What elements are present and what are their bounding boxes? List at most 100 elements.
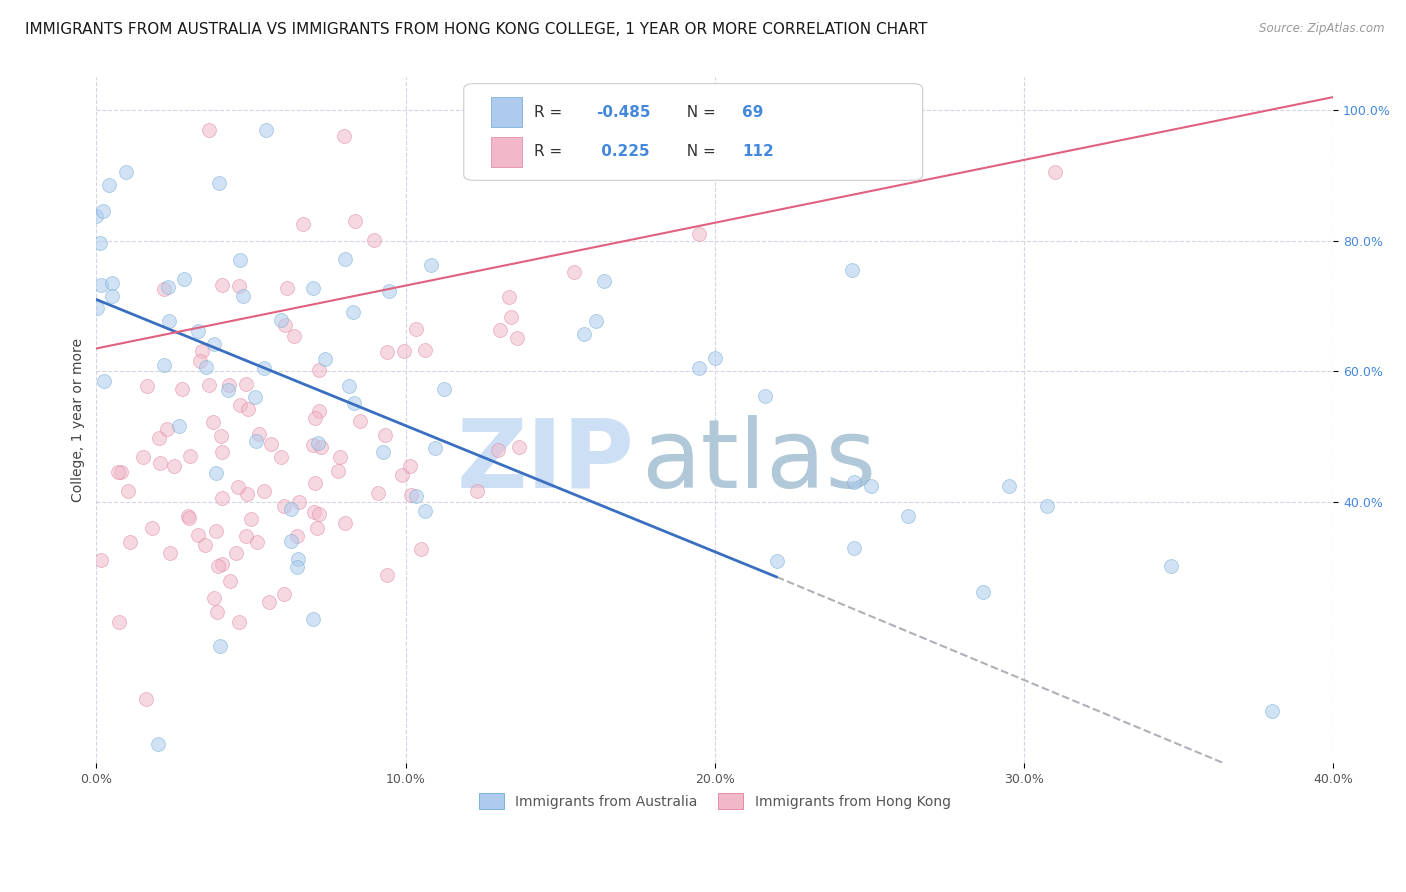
Point	[405, 322, 427, 336]
Point	[703, 351, 725, 366]
Point	[498, 289, 520, 303]
Point	[170, 382, 193, 396]
Legend: Immigrants from Australia, Immigrants from Hong Kong: Immigrants from Australia, Immigrants fr…	[474, 788, 956, 814]
Point	[688, 361, 710, 376]
Point	[860, 479, 883, 493]
Point	[842, 541, 865, 555]
Point	[273, 587, 295, 601]
Point	[997, 478, 1019, 492]
Point	[378, 285, 401, 299]
Point	[152, 282, 174, 296]
Point	[273, 499, 295, 513]
Point	[211, 491, 233, 505]
Point	[307, 435, 329, 450]
Point	[236, 487, 259, 501]
Point	[326, 464, 349, 478]
Point	[375, 567, 398, 582]
Text: IMMIGRANTS FROM AUSTRALIA VS IMMIGRANTS FROM HONG KONG COLLEGE, 1 YEAR OR MORE C: IMMIGRANTS FROM AUSTRALIA VS IMMIGRANTS …	[25, 22, 928, 37]
Point	[86, 301, 108, 315]
Point	[754, 389, 776, 403]
Point	[287, 560, 309, 574]
Point	[229, 398, 252, 412]
Point	[228, 279, 250, 293]
Text: N =: N =	[676, 145, 720, 159]
Point	[841, 262, 863, 277]
Point	[287, 551, 309, 566]
Point	[211, 278, 233, 293]
Point	[287, 529, 309, 543]
Text: 112: 112	[742, 145, 773, 159]
Text: atlas: atlas	[641, 415, 876, 508]
Point	[897, 508, 920, 523]
Text: R =: R =	[534, 104, 568, 120]
Point	[304, 410, 326, 425]
Point	[394, 343, 416, 358]
Point	[349, 414, 371, 428]
Point	[219, 574, 242, 588]
Point	[343, 213, 366, 227]
Point	[405, 489, 427, 503]
Point	[207, 558, 229, 573]
FancyBboxPatch shape	[464, 84, 922, 180]
Point	[308, 404, 330, 418]
Point	[333, 252, 356, 267]
Text: ZIP: ZIP	[457, 415, 634, 508]
Point	[562, 265, 585, 279]
Point	[217, 383, 239, 397]
Point	[399, 459, 422, 474]
Point	[332, 129, 354, 144]
Point	[101, 288, 124, 302]
Point	[765, 554, 787, 568]
Point	[157, 280, 180, 294]
Point	[117, 484, 139, 499]
Point	[173, 272, 195, 286]
Text: N =: N =	[676, 104, 720, 120]
Point	[292, 217, 315, 231]
Point	[209, 639, 232, 653]
Point	[371, 444, 394, 458]
Point	[280, 533, 302, 548]
Point	[489, 323, 512, 337]
Point	[1260, 704, 1282, 718]
Point	[135, 379, 157, 393]
Text: -0.485: -0.485	[596, 104, 651, 120]
Point	[204, 524, 226, 538]
Point	[207, 176, 229, 190]
Point	[585, 313, 607, 327]
Point	[288, 495, 311, 509]
Point	[308, 363, 330, 377]
Point	[110, 465, 132, 479]
Point	[304, 475, 326, 490]
Point	[202, 591, 225, 605]
Point	[260, 436, 283, 450]
Point	[240, 512, 263, 526]
Point	[225, 546, 247, 560]
Point	[195, 359, 218, 374]
Point	[187, 324, 209, 338]
Point	[253, 483, 276, 498]
Point	[157, 314, 180, 328]
Bar	[491, 97, 522, 128]
Point	[228, 615, 250, 629]
Point	[256, 122, 278, 136]
Point	[419, 258, 441, 272]
Point	[501, 310, 523, 324]
Point	[510, 131, 533, 145]
Point	[101, 276, 124, 290]
Point	[229, 252, 252, 267]
Point	[249, 426, 271, 441]
Point	[236, 401, 259, 416]
Point	[194, 538, 217, 552]
Point	[90, 552, 112, 566]
Point	[502, 129, 524, 144]
Point	[163, 458, 186, 473]
Bar	[491, 136, 522, 167]
Point	[226, 480, 249, 494]
Point	[235, 529, 257, 543]
Point	[202, 337, 225, 351]
Point	[305, 521, 328, 535]
Point	[367, 486, 389, 500]
Point	[363, 233, 385, 247]
Point	[90, 277, 112, 292]
Point	[314, 351, 336, 366]
